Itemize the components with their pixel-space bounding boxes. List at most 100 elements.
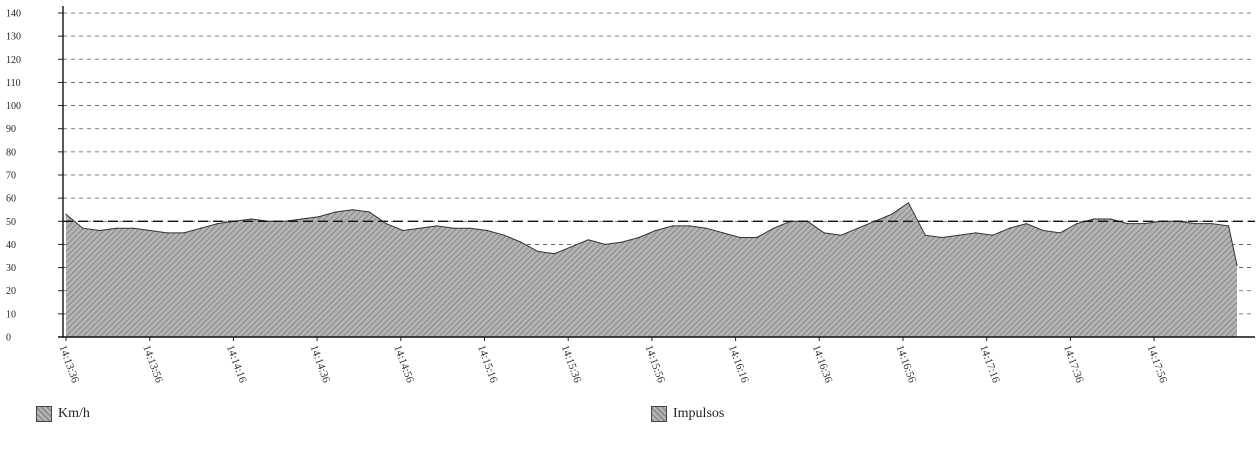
legend-swatch-impulsos [651,406,667,422]
series-area [65,202,1238,337]
x-tick-label: 14:16:36 [810,344,835,385]
data-point [368,211,370,213]
data-point [1228,225,1230,227]
data-point [907,202,910,204]
data-point [1143,223,1145,225]
data-point [452,227,455,229]
y-tick-label: 80 [6,147,16,158]
y-tick-label: 30 [6,263,16,274]
y-tick-label: 130 [6,32,21,43]
data-point [1093,218,1095,220]
data-point [1042,229,1044,232]
x-tick-label: 14:16:56 [893,344,918,385]
axes [58,6,1255,338]
data-point [65,213,67,215]
y-tick-label: 110 [6,78,21,89]
data-point [486,229,488,232]
y-tick-label: 100 [6,101,21,112]
data-point [351,209,353,211]
data-point [1008,227,1011,229]
data-point [284,220,286,222]
data-point [469,227,471,229]
data-point [992,234,994,236]
data-point [1025,223,1027,225]
data-point [503,234,505,236]
x-tick-label: 14:15:16 [475,344,500,385]
data-point [941,236,943,239]
data-point [1126,223,1129,225]
data-point [587,239,589,241]
data-point [604,243,606,245]
data-point [385,223,387,225]
legend-item-kmh: Km/h [36,406,90,422]
data-point [436,225,438,227]
data-point [132,227,134,229]
y-tick-label: 0 [6,333,11,344]
data-point [655,229,657,232]
data-point [570,246,573,248]
x-tick-label: 14:14:56 [391,344,416,385]
y-tick-label: 20 [6,286,16,297]
data-point [924,234,926,236]
data-point [149,229,151,232]
data-point [402,229,404,232]
data-point [1236,264,1238,266]
x-tick-label: 14:14:16 [224,344,249,385]
legend-item-impulsos: Impulsos [651,406,724,422]
data-point [1059,232,1061,234]
data-point [1194,223,1196,225]
legend-label-impulsos: Impulsos [673,406,725,421]
data-point [688,225,691,227]
x-tick-label: 14:14:36 [308,344,333,385]
y-tick-label: 70 [6,171,16,182]
x-tick-label: 14:16:16 [726,344,751,385]
y-axis-ticks: 0 10 20 30 40 50 60 70 80 90 100 110 120 130 140 [6,9,63,344]
data-point [166,232,168,234]
data-point [1211,223,1213,225]
x-tick-label: 14:13:36 [56,344,81,385]
data-point [520,241,522,243]
data-point [419,227,421,229]
x-tick-label: 14:15:56 [642,344,667,385]
data-point [82,227,84,229]
y-tick-label: 140 [6,9,21,20]
series-area-kmh [66,202,1237,337]
data-point [1110,218,1112,220]
y-tick-label: 10 [6,309,16,320]
legend-swatch-kmh [36,406,52,422]
y-tick-label: 120 [6,55,21,66]
data-point [99,229,101,232]
x-axis-ticks: 14:13:36 14:13:56 14:14:16 14:14:36 14:14:56… [56,337,1169,385]
data-point [1076,223,1078,225]
y-tick-label: 60 [6,194,16,205]
legend-label-kmh: Km/h [58,406,90,421]
data-point [335,211,337,213]
data-point [773,227,775,229]
data-point [672,225,674,227]
chart-svg: 0 10 20 30 40 50 60 70 80 90 100 110 120 130 140 14:13… [6,6,1255,385]
data-point [891,213,893,215]
data-point [621,241,623,243]
data-point [975,232,977,234]
data-point [823,232,825,234]
x-tick-label: 14:17:36 [1061,344,1086,385]
data-point [705,227,707,229]
data-point [756,236,758,239]
data-point [200,227,202,229]
data-point [638,236,640,239]
data-point [537,250,539,252]
data-point [183,232,185,234]
x-tick-label: 14:17:16 [977,344,1002,385]
data-point [301,218,303,220]
data-point [217,223,219,225]
x-tick-label: 14:13:56 [140,344,165,385]
data-point [250,218,252,220]
data-point [739,236,741,239]
data-point [318,216,320,218]
y-tick-label: 50 [6,217,16,228]
data-point [554,253,556,255]
y-tick-label: 40 [6,240,16,251]
y-tick-label: 90 [6,124,16,135]
data-point [857,227,859,229]
x-tick-label: 14:15:36 [559,344,584,385]
